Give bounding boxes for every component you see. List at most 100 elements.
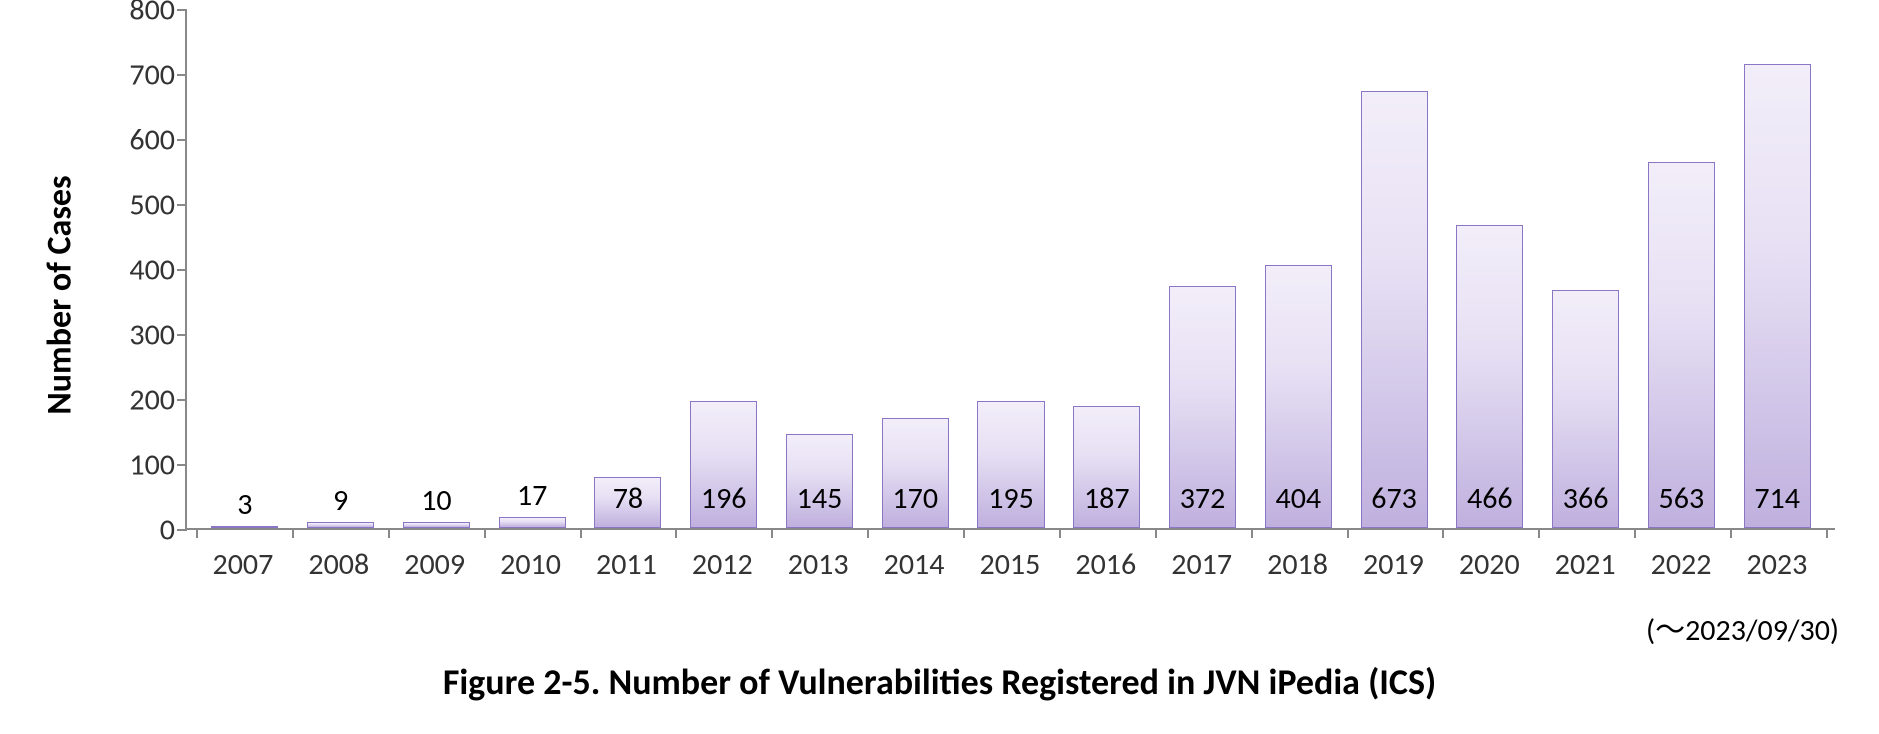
bar-value-label: 9 (333, 482, 348, 519)
x-axis-label: 2012 (674, 540, 770, 583)
x-axis-label: 2021 (1537, 540, 1633, 583)
x-axis-label: 2010 (483, 540, 579, 583)
y-tick-label: 500 (85, 187, 175, 224)
bar-value-label: 466 (1467, 480, 1513, 517)
x-tick (1059, 528, 1061, 538)
x-tick (771, 528, 773, 538)
y-tick-label: 600 (85, 122, 175, 159)
bar-value-label: 78 (613, 480, 643, 517)
x-tick (1634, 528, 1636, 538)
bar-value-label: 714 (1754, 480, 1800, 517)
bar: 563 (1648, 162, 1715, 528)
y-tick-label: 700 (85, 57, 175, 94)
x-axis-label: 2017 (1154, 540, 1250, 583)
bar-value-label: 17 (517, 477, 547, 514)
y-tick (177, 464, 187, 466)
bar-value-label: 563 (1659, 480, 1705, 517)
bar-slot: 466 (1442, 10, 1538, 528)
bar: 372 (1169, 286, 1236, 528)
y-tick (177, 399, 187, 401)
x-axis-label: 2016 (1058, 540, 1154, 583)
bar-slot: 673 (1346, 10, 1442, 528)
bar: 714 (1744, 64, 1811, 528)
bar-slot: 366 (1538, 10, 1634, 528)
bar-value-label: 673 (1371, 480, 1417, 517)
bar-value-label: 372 (1180, 480, 1226, 517)
bar-slot: 145 (772, 10, 868, 528)
x-axis-label: 2013 (770, 540, 866, 583)
y-tick (177, 334, 187, 336)
x-tick (580, 528, 582, 538)
x-axis-label: 2022 (1633, 540, 1729, 583)
bar: 195 (977, 401, 1044, 528)
bar: 196 (690, 401, 757, 528)
bar-value-label: 3 (237, 486, 252, 523)
x-axis-label: 2008 (291, 540, 387, 583)
x-tick (1347, 528, 1349, 538)
x-tick (1155, 528, 1157, 538)
y-tick-label: 100 (85, 447, 175, 484)
x-axis-label: 2019 (1346, 540, 1442, 583)
bars-group: 3 9 10 17 78 196 145 170 195 187 372 404 673 466 366 56… (187, 10, 1835, 528)
bar: 17 (499, 517, 566, 528)
y-tick (177, 204, 187, 206)
x-axis-label: 2018 (1250, 540, 1346, 583)
bar-value-label: 366 (1563, 480, 1609, 517)
bar-slot: 170 (867, 10, 963, 528)
x-axis-label: 2020 (1441, 540, 1537, 583)
bar-slot: 404 (1250, 10, 1346, 528)
x-tick (1730, 528, 1732, 538)
bar: 466 (1456, 225, 1523, 528)
bar: 78 (594, 477, 661, 528)
y-tick (177, 9, 187, 11)
x-axis-label: 2007 (195, 540, 291, 583)
bar-value-label: 404 (1275, 480, 1321, 517)
bar-slot: 10 (389, 10, 485, 528)
y-tick (177, 74, 187, 76)
bar: 170 (882, 418, 949, 529)
bar-value-label: 195 (988, 480, 1034, 517)
x-axis-label: 2011 (579, 540, 675, 583)
bar-slot: 9 (293, 10, 389, 528)
x-axis-label: 2014 (866, 540, 962, 583)
bar: 3 (211, 526, 278, 528)
x-axis-label: 2015 (962, 540, 1058, 583)
y-tick-label: 300 (85, 317, 175, 354)
bar: 404 (1265, 265, 1332, 528)
bar-value-label: 10 (421, 482, 451, 519)
x-tick (388, 528, 390, 538)
bar-value-label: 187 (1084, 480, 1130, 517)
x-tick (196, 528, 198, 538)
chart-container: Number of Cases 391017781961451701951873… (70, 10, 1850, 580)
y-tick (177, 139, 187, 141)
y-tick-label: 0 (85, 512, 175, 549)
x-tick (675, 528, 677, 538)
y-axis-label: Number of Cases (40, 175, 81, 414)
x-axis-labels: 2007200820092010201120122013201420152016… (185, 540, 1835, 583)
x-tick (1251, 528, 1253, 538)
bar-slot: 17 (484, 10, 580, 528)
bar-slot: 78 (580, 10, 676, 528)
bar: 366 (1552, 290, 1619, 528)
x-tick (292, 528, 294, 538)
x-tick (867, 528, 869, 538)
x-tick (1442, 528, 1444, 538)
plot-area: 3 9 10 17 78 196 145 170 195 187 372 404 673 466 366 56… (185, 10, 1835, 530)
y-tick (177, 269, 187, 271)
x-tick (484, 528, 486, 538)
date-range-note: (～2023/09/30) (1646, 605, 1839, 649)
x-tick (1826, 528, 1828, 538)
x-tick (1538, 528, 1540, 538)
bar-value-label: 196 (701, 480, 747, 517)
bar-slot: 714 (1729, 10, 1825, 528)
bar: 673 (1361, 91, 1428, 528)
y-tick-label: 800 (85, 0, 175, 29)
x-tick (963, 528, 965, 538)
bar-slot: 3 (197, 10, 293, 528)
bar-slot: 196 (676, 10, 772, 528)
bar-slot: 563 (1633, 10, 1729, 528)
bar: 10 (403, 522, 470, 529)
bar: 145 (786, 434, 853, 528)
bar-slot: 187 (1059, 10, 1155, 528)
bar-value-label: 170 (892, 480, 938, 517)
